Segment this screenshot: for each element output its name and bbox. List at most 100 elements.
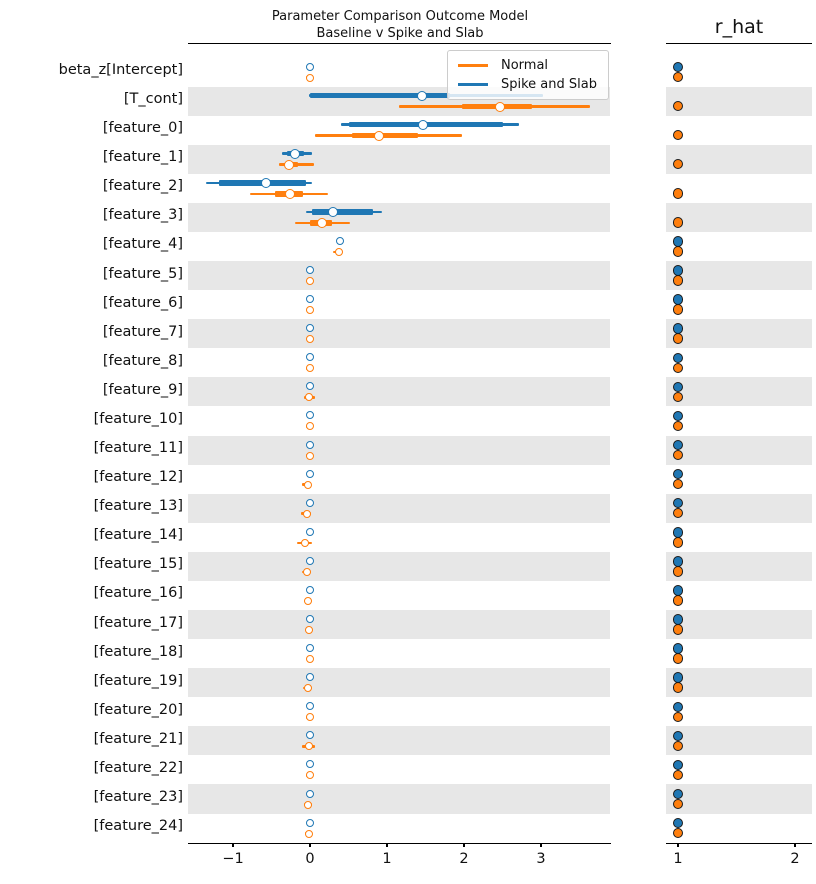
rhat-x-tick-label: 2 xyxy=(790,851,800,867)
normal-median-marker xyxy=(304,800,313,809)
rhat-dot-normal xyxy=(672,449,684,461)
plot-title-line2: Baseline v Spike and Slab xyxy=(316,26,484,41)
spike-and-slab-median-marker xyxy=(306,702,314,711)
spike-and-slab-median-marker xyxy=(306,295,314,304)
row-label: [feature_21] xyxy=(93,730,183,747)
grid-band-left xyxy=(188,609,610,640)
x-tick xyxy=(309,843,311,847)
spike-and-slab-median-marker xyxy=(328,206,339,217)
row-label: [feature_10] xyxy=(93,410,183,427)
grid-band-rhat xyxy=(666,144,812,174)
spike-and-slab-median-marker xyxy=(336,236,345,245)
grid-band-left xyxy=(188,668,610,698)
grid-band-left xyxy=(188,435,610,465)
x-tick-label: 1 xyxy=(382,851,392,867)
row-label: [feature_2] xyxy=(102,178,183,195)
rhat-dot-normal xyxy=(672,769,684,781)
grid-band-rhat xyxy=(666,609,812,640)
rhat-dot-spike-and-slab xyxy=(672,236,684,247)
spike-and-slab-median-marker xyxy=(261,177,272,188)
normal-median-marker xyxy=(306,306,314,315)
plot-title: Parameter Comparison Outcome Model Basel… xyxy=(188,8,612,42)
row-label: [feature_14] xyxy=(93,527,183,544)
row-label: [feature_19] xyxy=(93,672,183,689)
grid-band-rhat xyxy=(666,435,812,465)
x-tick-label: 0 xyxy=(305,851,315,867)
legend-item-normal: Normal xyxy=(448,56,608,75)
spike-and-slab-median-marker xyxy=(306,266,314,275)
rhat-dot-normal xyxy=(672,566,684,577)
normal-median-marker xyxy=(306,713,314,722)
x-tick xyxy=(463,843,465,847)
row-label: [feature_6] xyxy=(102,294,183,311)
normal-median-marker xyxy=(306,364,314,373)
spike-and-slab-median-marker xyxy=(306,411,314,420)
rhat-dot-normal xyxy=(672,653,684,664)
rhat-dot-normal xyxy=(672,682,684,693)
normal-line-swatch-icon xyxy=(458,64,488,67)
row-label: [feature_5] xyxy=(102,265,183,282)
spike-and-slab-median-marker xyxy=(306,556,314,565)
normal-median-marker xyxy=(306,451,314,460)
grid-band-rhat xyxy=(666,668,812,698)
row-label: [T_cont] xyxy=(123,91,183,108)
spike-and-slab-median-marker xyxy=(290,148,301,159)
legend-item-spike-and-slab: Spike and Slab xyxy=(448,75,608,94)
normal-median-marker xyxy=(305,626,314,635)
left-panel-top-spine xyxy=(188,43,611,45)
row-label: [feature_24] xyxy=(93,818,183,835)
normal-median-marker xyxy=(335,247,344,256)
rhat-dot-normal xyxy=(672,158,684,170)
x-tick-label: 3 xyxy=(536,851,546,867)
grid-band-rhat xyxy=(666,493,812,523)
row-label: [feature_17] xyxy=(93,614,183,631)
spike-and-slab-median-marker xyxy=(306,644,314,653)
rhat-dot-spike-and-slab xyxy=(672,614,684,625)
rhat-dot-normal xyxy=(672,275,684,286)
rhat-dot-spike-and-slab xyxy=(672,672,684,683)
grid-band-rhat xyxy=(666,726,812,756)
rhat-dot-spike-and-slab xyxy=(672,61,684,73)
rhat-dot-normal xyxy=(672,507,684,519)
grid-band-rhat xyxy=(666,377,812,407)
grid-band-left xyxy=(188,726,610,756)
spike-and-slab-median-marker xyxy=(306,731,314,740)
grid-band-rhat xyxy=(666,319,812,349)
normal-median-marker xyxy=(302,509,311,518)
x-tick xyxy=(232,843,234,847)
normal-median-marker xyxy=(301,538,310,547)
rhat-dot-spike-and-slab xyxy=(672,556,684,567)
rhat-x-tick xyxy=(677,843,679,847)
rhat-dot-normal xyxy=(672,188,684,199)
spike-and-slab-quartile-line xyxy=(310,92,451,99)
row-label: [feature_20] xyxy=(93,701,183,718)
row-label: beta_z[Intercept] xyxy=(58,62,183,78)
normal-median-marker xyxy=(284,188,295,199)
rhat-panel-title: r_hat xyxy=(714,16,764,38)
rhat-dot-normal xyxy=(672,827,684,839)
rhat-dot-normal xyxy=(672,333,684,344)
normal-median-marker xyxy=(373,130,384,141)
grid-band-left xyxy=(188,493,610,523)
rhat-dot-spike-and-slab xyxy=(672,323,684,334)
normal-median-marker xyxy=(305,393,314,402)
rhat-dot-spike-and-slab xyxy=(672,352,684,364)
rhat-dot-spike-and-slab xyxy=(672,527,684,538)
rhat-dot-spike-and-slab xyxy=(672,468,684,480)
spike-and-slab-median-marker xyxy=(306,353,314,362)
grid-band-rhat xyxy=(666,784,812,814)
normal-quartile-line xyxy=(352,132,418,139)
rhat-dot-normal xyxy=(672,362,684,374)
grid-band-rhat xyxy=(666,261,812,291)
grid-band-left xyxy=(188,784,610,814)
rhat-x-tick xyxy=(794,843,796,847)
rhat-dot-normal xyxy=(672,129,684,141)
row-label: [feature_23] xyxy=(93,789,183,805)
grid-band-rhat xyxy=(666,86,812,116)
spike-and-slab-median-marker xyxy=(306,527,314,536)
x-tick xyxy=(386,843,388,847)
rhat-dot-spike-and-slab xyxy=(672,817,684,829)
spike-and-slab-median-marker xyxy=(306,818,314,827)
legend-label-spike-and-slab: Spike and Slab xyxy=(501,77,597,92)
